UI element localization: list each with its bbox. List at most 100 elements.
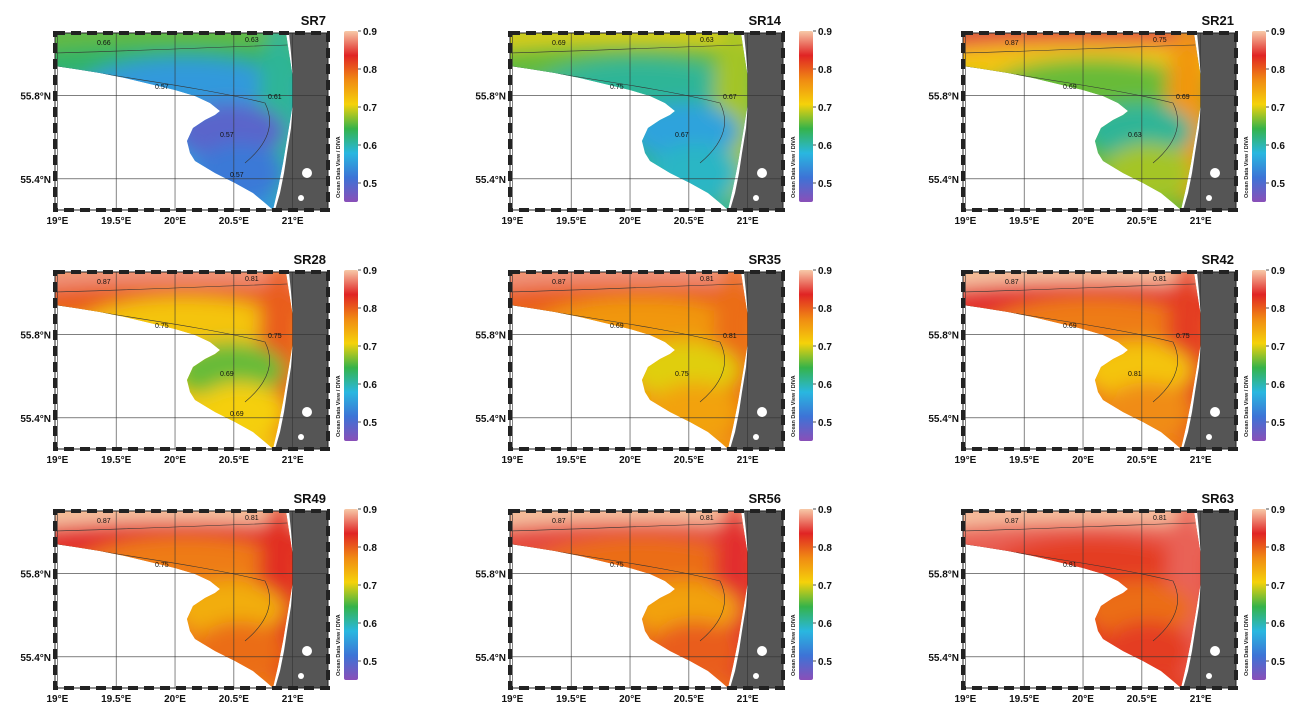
y-tick-label: 55.8°N	[20, 569, 51, 580]
contour-label: 0.63	[700, 37, 714, 44]
x-tick-label: 20°E	[164, 216, 186, 227]
x-tick-label: 19°E	[501, 694, 523, 705]
colorbar-tick-label: 0.5	[1271, 418, 1285, 429]
contour-label: 0.81	[723, 333, 737, 340]
island	[1210, 646, 1220, 656]
colorbar-tick-label: 0.6	[363, 141, 377, 152]
contour-line	[963, 283, 1196, 293]
x-tick-label: 20.5°E	[219, 455, 249, 466]
contour-label: 0.75	[675, 371, 689, 378]
x-tick-label: 20.5°E	[674, 455, 704, 466]
x-tick-label: 19°E	[501, 455, 523, 466]
x-tick-label: 21°E	[282, 216, 304, 227]
contour-label: 0.69	[1176, 94, 1190, 101]
x-tick-label: 19°E	[954, 455, 976, 466]
island	[1210, 407, 1220, 417]
colorbar-tick-label: 0.7	[363, 103, 377, 114]
colorbar-tick-label: 0.8	[1271, 304, 1285, 315]
panel-title: SR63	[1201, 491, 1234, 506]
colorbar: 0.5 0.6 0.7 0.8 0.9 Ocean Data View / DIVA	[791, 266, 832, 441]
colorbar-credit: Ocean Data View / DIVA	[791, 375, 797, 437]
island	[298, 434, 304, 440]
island	[757, 168, 767, 178]
colorbar-gradient	[344, 31, 358, 202]
panel-frame-dashes	[508, 270, 785, 451]
contour-label: 0.87	[1005, 279, 1019, 286]
x-tick-label: 19°E	[46, 694, 68, 705]
x-tick-label: 19°E	[46, 216, 68, 227]
contour-line	[963, 44, 1196, 54]
y-tick-label: 55.8°N	[928, 330, 959, 341]
panel-sr42: 0.87 0.81 0.69 0.75 0.81 SR42 19°E 19.5°E 20°E 20…	[928, 252, 1285, 466]
colorbar-credit: Ocean Data View / DIVA	[336, 136, 342, 198]
colorbar-tick-label: 0.9	[818, 505, 832, 516]
colorbar-tick-label: 0.9	[1271, 27, 1285, 38]
island	[1210, 168, 1220, 178]
colorbar-tick-label: 0.5	[363, 179, 377, 190]
colorbar-tick-label: 0.6	[1271, 619, 1285, 630]
y-tick-label: 55.8°N	[928, 91, 959, 102]
colorbar-tick-label: 0.6	[818, 619, 832, 630]
contour-label: 0.81	[245, 276, 259, 283]
island	[302, 646, 312, 656]
panel-frame-dashes	[508, 509, 785, 690]
colorbar-tick-label: 0.7	[363, 342, 377, 353]
y-tick-label: 55.8°N	[20, 330, 51, 341]
contour-label: 0.57	[230, 172, 244, 179]
x-tick-label: 19.5°E	[101, 694, 131, 705]
contour-label: 0.63	[1128, 132, 1142, 139]
island	[1206, 434, 1212, 440]
panel-frame-dashes	[961, 31, 1238, 212]
colorbar-tick-label: 0.6	[818, 141, 832, 152]
panel-frame-dashes	[961, 270, 1238, 451]
y-tick-label: 55.8°N	[475, 569, 506, 580]
contour-label: 0.81	[1128, 371, 1142, 378]
colorbar-gradient	[799, 31, 813, 202]
panel-title: SR7	[301, 13, 326, 28]
contour-label: 0.75	[155, 323, 169, 330]
colorbar-gradient	[1252, 509, 1266, 680]
colorbar-tick-label: 0.9	[1271, 266, 1285, 277]
colorbar-tick-label: 0.8	[1271, 65, 1285, 76]
x-tick-label: 19°E	[954, 216, 976, 227]
contour-label: 0.87	[552, 279, 566, 286]
colorbar-tick-label: 0.8	[363, 543, 377, 554]
panel-frame-dashes	[53, 509, 330, 690]
x-tick-label: 19°E	[501, 216, 523, 227]
y-tick-label: 55.4°N	[20, 653, 51, 664]
panel-title: SR42	[1201, 252, 1234, 267]
x-tick-label: 21°E	[737, 216, 759, 227]
panel-sr14: 0.69 0.63 0.75 0.67 0.67 SR14 19°E 19.5°E 20°E 20…	[475, 13, 832, 227]
x-tick-label: 20.5°E	[1127, 694, 1157, 705]
colorbar-credit: Ocean Data View / DIVA	[791, 136, 797, 198]
colorbar-tick-label: 0.5	[363, 418, 377, 429]
contour-label: 0.75	[155, 562, 169, 569]
island	[753, 195, 759, 201]
panel-sr49: 0.87 0.81 0.75 SR49 19°E 19.5°E 20°E 20.5°E 21°E…	[20, 491, 377, 705]
panel-title: SR49	[293, 491, 326, 506]
island	[1206, 195, 1212, 201]
colorbar: 0.5 0.6 0.7 0.8 0.9 Ocean Data View / DIVA	[336, 505, 377, 680]
colorbar: 0.5 0.6 0.7 0.8 0.9 Ocean Data View / DIVA	[1244, 27, 1285, 202]
contour-label: 0.81	[700, 276, 714, 283]
y-tick-label: 55.8°N	[475, 330, 506, 341]
land-coast	[1183, 511, 1236, 688]
land-coast	[730, 511, 783, 688]
x-tick-label: 20°E	[1072, 455, 1094, 466]
x-tick-label: 19.5°E	[556, 216, 586, 227]
colorbar-gradient	[799, 270, 813, 441]
contour-label: 0.81	[1153, 515, 1167, 522]
x-tick-label: 20°E	[1072, 694, 1094, 705]
colorbar-tick-label: 0.7	[1271, 103, 1285, 114]
colorbar-credit: Ocean Data View / DIVA	[1244, 375, 1250, 437]
island	[298, 673, 304, 679]
colorbar-gradient	[344, 270, 358, 441]
land-coast	[1183, 33, 1236, 210]
contour-label: 0.81	[700, 515, 714, 522]
colorbar-tick-label: 0.7	[1271, 581, 1285, 592]
colorbar: 0.5 0.6 0.7 0.8 0.9 Ocean Data View / DIVA	[336, 266, 377, 441]
colorbar-tick-label: 0.7	[818, 581, 832, 592]
land-coast	[275, 272, 328, 449]
colorbar-tick-label: 0.5	[818, 418, 832, 429]
